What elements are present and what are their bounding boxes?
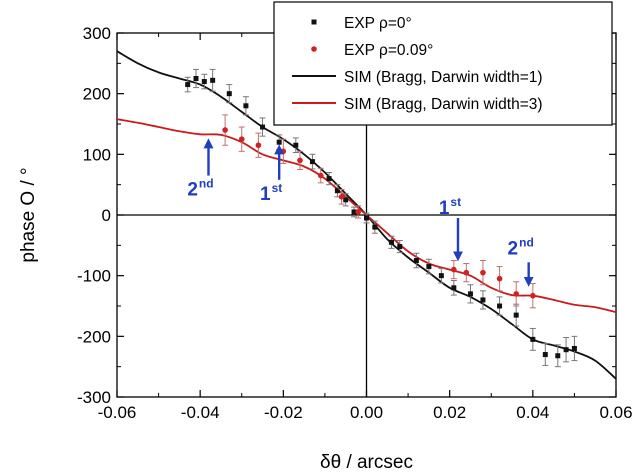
x-tick-label: -0.04 (181, 403, 220, 422)
legend-label: EXP ρ=0° (344, 15, 412, 32)
exp-rho0-point (226, 91, 232, 97)
annotation-label: 1st (439, 195, 461, 219)
exp-rho0-point (555, 353, 561, 359)
exp-rho0-point (193, 76, 199, 81)
exp-rho0-point (388, 239, 394, 245)
exp-rho009-point (355, 209, 361, 215)
x-tick-label: 0.06 (599, 403, 632, 422)
exp-rho0-point (513, 312, 519, 318)
plot-area (117, 50, 616, 380)
exp-rho009-point (513, 291, 519, 297)
x-tick-label: -0.02 (264, 403, 303, 422)
x-tick-label: 0.02 (433, 403, 466, 422)
x-tick-label: 0.00 (350, 403, 383, 422)
exp-rho0-point (293, 142, 299, 148)
exp-rho0-point (185, 82, 191, 88)
exp-rho0-point (426, 264, 432, 270)
exp-rho009-point (451, 266, 457, 273)
exp-rho0-point (276, 139, 282, 145)
exp-rho0-point (201, 79, 207, 85)
exp-rho0-point (497, 303, 503, 309)
exp-rho0-point (413, 258, 419, 263)
exp-rho009-point (222, 127, 228, 133)
exp-rho0-point (480, 297, 486, 303)
exp-rho009-point (297, 157, 303, 164)
exp-rho009-point (463, 269, 470, 276)
legend-marker-exp-rho009 (311, 46, 317, 52)
exp-rho0-point (260, 124, 266, 130)
y-tick-label: 100 (83, 145, 111, 164)
y-axis-title: phase O / ° (18, 167, 39, 262)
exp-rho009-point (280, 148, 287, 155)
legend-marker-exp-rho0 (311, 19, 317, 25)
legend-box (273, 1, 613, 126)
y-tick-label: 0 (102, 206, 111, 225)
exp-rho0-point (397, 244, 403, 250)
exp-rho0-point (530, 336, 536, 342)
exp-rho009-point (255, 142, 262, 149)
exp-rho009-point (238, 136, 245, 142)
exp-rho0-point (451, 285, 457, 291)
exp-rho0-point (326, 176, 332, 182)
exp-rho0-point (351, 209, 357, 215)
x-tick-label: 0.04 (516, 403, 549, 422)
exp-rho0-point (467, 291, 473, 297)
exp-rho009-point (496, 275, 503, 282)
exp-rho0-point (243, 103, 249, 109)
x-axis-title: δθ / arcsec (320, 452, 413, 473)
legend: EXP ρ=0° EXP ρ=0.09° SIM (Bragg, Darwin wi… (273, 1, 613, 126)
exp-rho009-point (338, 194, 345, 200)
exp-rho0-point (571, 345, 577, 351)
exp-rho0-point (334, 188, 340, 194)
legend-label: SIM (Bragg, Darwin width=1) (344, 69, 543, 86)
y-tick-label: -100 (77, 267, 111, 286)
annotation-label: 2nd (187, 177, 213, 201)
exp-rho0-point (563, 347, 569, 353)
exp-rho009-point (317, 172, 324, 179)
exp-rho0-point (309, 159, 315, 165)
x-tick-label: -0.06 (98, 403, 137, 422)
exp-rho009-point (480, 269, 486, 276)
legend-label: SIM (Bragg, Darwin width=3) (344, 96, 543, 113)
exp-rho0-point (364, 215, 369, 221)
y-tick-label: -200 (77, 327, 111, 346)
annotation-label: 2nd (508, 236, 534, 260)
exp-rho0-point (372, 224, 378, 230)
y-tick-label: 300 (83, 24, 111, 43)
exp-rho0-point (438, 273, 444, 279)
annotation-label: 1st (260, 181, 282, 205)
legend-label: EXP ρ=0.09° (344, 42, 433, 59)
exp-rho009-point (530, 292, 536, 299)
exp-rho0-point (343, 197, 349, 203)
y-tick-label: 200 (83, 85, 111, 104)
y-tick-label: -300 (77, 388, 111, 407)
exp-rho0-point (210, 77, 216, 83)
exp-rho0-point (542, 352, 548, 358)
